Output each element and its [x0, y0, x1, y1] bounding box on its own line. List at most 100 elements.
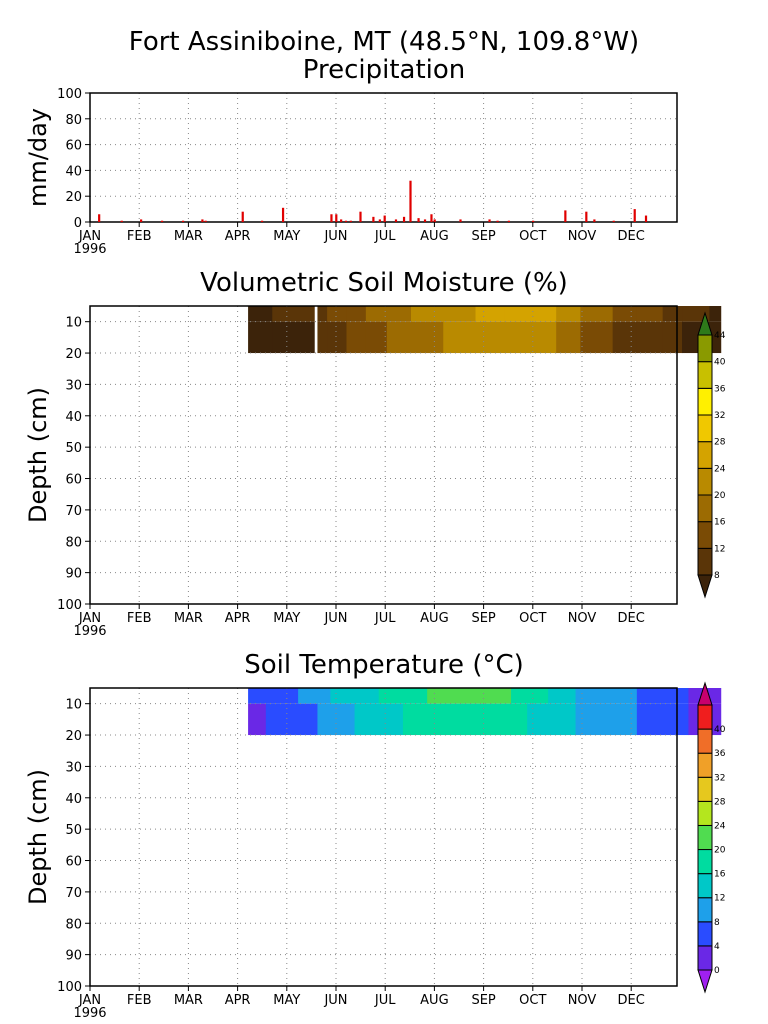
field-cell — [386, 306, 412, 322]
precip-bar — [378, 219, 381, 222]
y-tick-label: 10 — [65, 316, 82, 331]
colorbar-segment — [697, 897, 713, 923]
x-tick-label-month: MAR — [174, 229, 203, 244]
field-cell — [248, 703, 267, 736]
precip-bar — [644, 215, 648, 222]
precip-bar — [593, 219, 596, 222]
colorbar-label: 28 — [714, 438, 726, 448]
field-cell — [709, 703, 722, 736]
precip-bar — [496, 220, 499, 222]
colorbar-segment — [697, 521, 713, 549]
field-cell — [475, 306, 506, 322]
field-cell — [575, 688, 606, 704]
field-cell — [317, 688, 331, 704]
field-cell — [365, 321, 388, 354]
precip-bar — [140, 219, 143, 222]
colorbar-label: 12 — [714, 544, 725, 554]
panel-title: Volumetric Soil Moisture (%) — [200, 268, 568, 298]
precip-bar — [201, 219, 204, 222]
x-tick-label-month: MAY — [273, 993, 300, 1008]
field-cell — [346, 321, 367, 354]
y-tick-label: 50 — [65, 441, 82, 456]
colorbar-segment — [697, 441, 713, 469]
x-tick-label-month: JUN — [323, 993, 347, 1008]
colorbar-segment — [697, 361, 713, 389]
x-tick-label-month: MAY — [273, 611, 300, 626]
field-cell — [604, 703, 638, 736]
y-tick-label: 90 — [65, 567, 82, 582]
colorbar-segment — [697, 921, 713, 947]
colorbar-label: 8 — [714, 918, 720, 928]
precip-bar — [459, 219, 462, 222]
x-tick-label-month: FEB — [127, 611, 152, 626]
x-tick-label-month: OCT — [519, 611, 546, 626]
field-cell — [317, 703, 331, 736]
field-cell — [327, 321, 347, 354]
field-cell — [556, 321, 581, 354]
field-cell — [636, 703, 662, 736]
colorbar-segment — [697, 849, 713, 875]
field-cell — [443, 321, 477, 354]
precip-bar — [531, 220, 535, 222]
precip-bar — [612, 220, 615, 222]
field-cell — [662, 321, 683, 354]
colorbar-label: 32 — [714, 411, 725, 421]
colorbar-label: 36 — [714, 384, 726, 394]
x-tick-label-month: JUL — [374, 229, 396, 244]
colorbar-label: 36 — [714, 749, 726, 759]
x-tick-label-month: JUL — [374, 611, 396, 626]
field-cell — [265, 688, 299, 704]
precip-bar — [98, 214, 101, 222]
y-axis-label: Depth (cm) — [24, 769, 52, 905]
x-tick-label-month: SEP — [471, 993, 495, 1008]
colorbar-segment — [697, 824, 713, 851]
field-cell — [386, 321, 412, 354]
precip-bar — [344, 220, 348, 222]
field-cell — [556, 306, 581, 322]
x-tick-label-month: JUN — [323, 229, 347, 244]
y-tick-label: 60 — [65, 473, 82, 488]
x-tick-label-month: AUG — [420, 229, 448, 244]
colorbar-segment — [697, 945, 713, 971]
field-cell — [427, 688, 464, 704]
panel-title: Precipitation — [303, 55, 466, 85]
field-cell — [682, 306, 710, 322]
colorbar-segment — [697, 681, 713, 706]
y-tick-label: 60 — [65, 855, 82, 870]
x-tick-label-month: AUG — [420, 611, 448, 626]
field-cell — [248, 688, 267, 704]
page-title: Fort Assiniboine, MT (48.5°N, 109.8°W) — [129, 27, 639, 57]
field-cell — [411, 306, 444, 322]
precip-bar — [241, 211, 244, 222]
x-tick-label-month: JAN — [78, 611, 101, 626]
x-tick-label-month: JAN — [78, 993, 101, 1008]
x-tick-label-month: NOV — [568, 229, 597, 244]
field-cell — [298, 703, 318, 736]
precip-bar — [330, 214, 333, 222]
precip-bar — [160, 220, 164, 222]
precip-bar — [402, 216, 406, 222]
precip-bar — [181, 220, 185, 222]
colorbar-label: 8 — [714, 571, 720, 581]
colorbar-label: 24 — [714, 464, 726, 474]
field-cell — [661, 703, 689, 736]
x-tick-label-year: 1996 — [73, 242, 106, 257]
field-cell — [661, 688, 689, 704]
colorbar-segment — [697, 704, 713, 730]
field-cell — [491, 688, 512, 704]
x-tick-label-month: MAY — [273, 229, 300, 244]
x-tick-label-month: APR — [225, 993, 251, 1008]
field-cell — [580, 321, 614, 354]
colorbar-label: 4 — [714, 942, 720, 952]
field-cell — [636, 321, 664, 354]
x-tick-label-month: MAR — [174, 993, 203, 1008]
field-cell — [475, 321, 506, 354]
colorbar-label: 44 — [714, 331, 726, 341]
y-tick-label: 20 — [65, 347, 82, 362]
precip-bar — [383, 215, 386, 222]
field-cell — [709, 688, 722, 704]
y-tick-label: 40 — [65, 410, 82, 425]
x-tick-label-month: DEC — [618, 229, 645, 244]
field-cell — [248, 321, 273, 354]
